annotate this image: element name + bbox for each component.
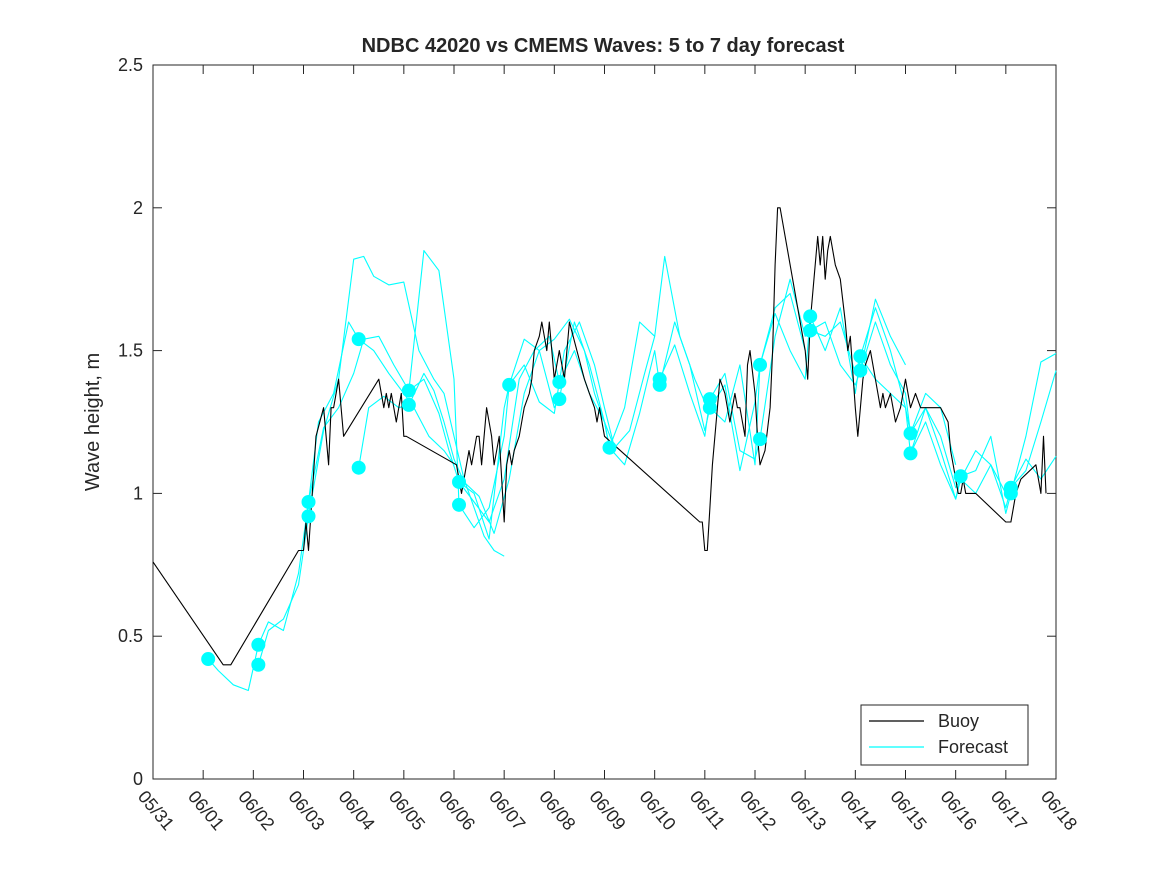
forecast-marker [1003,486,1018,501]
legend-label-forecast: Forecast [938,737,1008,757]
buoy-series-line [152,207,1047,666]
forecast-marker [853,349,868,364]
y-tick-label: 1.5 [118,341,143,361]
y-tick-label: 0.5 [118,626,143,646]
forecast-marker [953,469,968,484]
forecast-marker [803,309,818,324]
forecast-marker [251,657,266,672]
forecast-marker [452,474,467,489]
forecast-marker [301,509,316,524]
y-tick-label: 0 [133,769,143,789]
forecast-marker [351,332,366,347]
y-axis-label: Wave height, m [82,353,104,491]
y-tick-label: 2.5 [118,55,143,75]
forecast-marker [452,497,467,512]
forecast-marker [702,400,717,415]
forecast-marker [903,426,918,441]
legend-box [860,704,1029,766]
forecast-marker [401,383,416,398]
forecast-marker [602,440,617,455]
forecast-marker [552,392,567,407]
legend-label-buoy: Buoy [938,711,979,731]
forecast-series-line [408,250,656,529]
forecast-start-markers [201,309,1018,672]
forecast-series-line [458,255,706,540]
forecast-series-line [558,292,806,466]
forecast-marker [351,460,366,475]
forecast-series-line [910,421,1057,500]
legend: Buoy Forecast [860,704,1029,766]
y-tick-label: 2 [133,198,143,218]
y-tick-label: 1 [133,483,143,503]
forecast-marker [502,377,517,392]
forecast-marker [803,323,818,338]
forecast-marker [401,397,416,412]
forecast-series-line [859,321,1057,509]
forecast-marker [552,375,567,390]
chart-title: NDBC 42020 vs CMEMS Waves: 5 to 7 day fo… [362,35,845,57]
forecast-marker [753,432,768,447]
forecast-marker [853,363,868,378]
forecast-marker [251,637,266,652]
forecast-marker [753,357,768,372]
forecast-marker [301,494,316,509]
forecast-marker [201,652,216,667]
forecast-marker [903,446,918,461]
forecast-series-line [307,335,560,523]
forecast-marker [652,377,667,392]
